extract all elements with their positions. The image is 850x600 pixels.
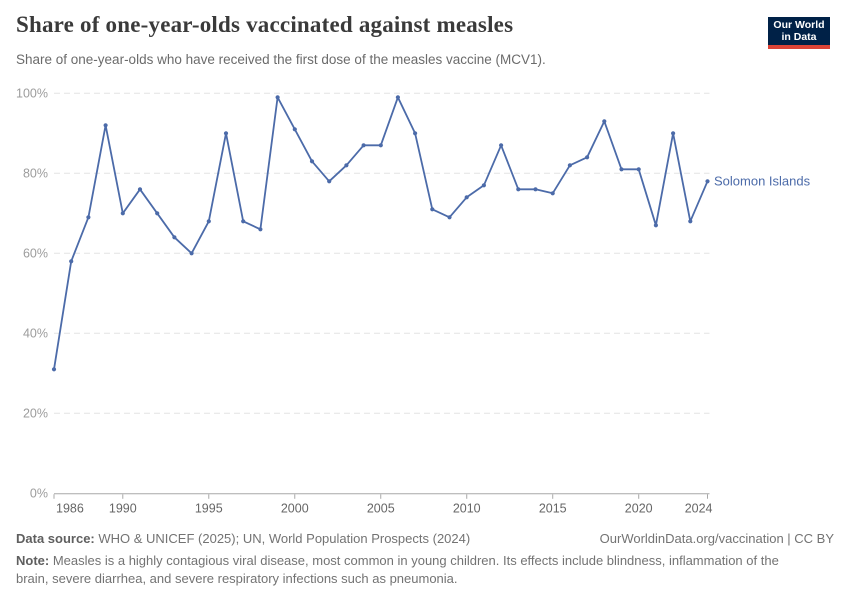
x-axis-label: 1990 (109, 501, 137, 515)
data-point[interactable] (137, 187, 143, 192)
owid-logo-line1: Our World (773, 19, 825, 31)
data-point[interactable] (413, 131, 418, 136)
y-axis-label: 80% (23, 167, 48, 181)
chart-footer: Data source: WHO & UNICEF (2025); UN, Wo… (16, 531, 834, 589)
x-axis-label: 1986 (56, 501, 84, 515)
y-axis-label: 100% (16, 87, 48, 101)
data-point[interactable] (395, 95, 400, 100)
x-axis-label: 2000 (281, 501, 309, 515)
data-point[interactable] (464, 195, 469, 200)
data-point[interactable] (653, 223, 659, 228)
data-point[interactable] (499, 143, 504, 148)
footer-note: Note: Measles is a highly contagious vir… (16, 552, 806, 589)
data-point[interactable] (636, 167, 641, 172)
y-axis-label: 60% (23, 247, 48, 261)
data-point[interactable] (430, 207, 435, 212)
data-point[interactable] (258, 227, 263, 232)
data-point[interactable] (567, 163, 573, 168)
y-axis-label: 0% (30, 487, 48, 501)
data-point[interactable] (69, 259, 74, 264)
page-subtitle: Share of one-year-olds who have received… (16, 52, 546, 67)
rights-link[interactable]: OurWorldinData.org/vaccination | CC BY (599, 531, 834, 546)
data-point[interactable] (550, 191, 555, 196)
data-point[interactable] (292, 127, 297, 132)
data-point[interactable] (585, 155, 590, 160)
data-point[interactable] (103, 123, 108, 128)
owid-logo-line2: in Data (781, 31, 817, 43)
data-point[interactable] (275, 95, 280, 100)
data-point[interactable] (447, 215, 452, 220)
data-point[interactable] (51, 367, 57, 372)
data-source-label: Data source: (16, 531, 95, 546)
data-point[interactable] (516, 187, 521, 192)
data-point[interactable] (671, 131, 676, 136)
x-axis-label: 2010 (453, 501, 481, 515)
page-title: Share of one-year-olds vaccinated agains… (16, 12, 514, 37)
data-point[interactable] (120, 211, 125, 216)
note-label: Note: (16, 553, 50, 568)
data-point[interactable] (361, 143, 366, 148)
data-point[interactable] (619, 167, 624, 172)
x-axis-label: 2024 (685, 501, 713, 515)
data-point[interactable] (327, 179, 332, 184)
x-axis-label: 2005 (367, 501, 395, 515)
chart-canvas[interactable]: 0% 20% 40% 60% 80% 100% 1986 1990 1995 2000 2005 20… (0, 0, 850, 530)
data-point[interactable] (172, 235, 177, 240)
y-axis-label: 40% (23, 327, 48, 341)
x-axis-label: 2020 (625, 501, 653, 515)
data-point[interactable] (86, 215, 91, 220)
data-point[interactable] (705, 179, 710, 184)
data-point[interactable] (378, 143, 383, 148)
data-point[interactable] (189, 251, 194, 256)
data-point[interactable] (309, 159, 315, 164)
data-point[interactable] (533, 187, 538, 192)
data-point[interactable] (481, 183, 486, 188)
y-axis-label: 20% (23, 407, 48, 421)
data-point[interactable] (223, 131, 229, 136)
data-series-line[interactable] (53, 96, 709, 371)
data-point[interactable] (344, 163, 349, 168)
note-text: Measles is a highly contagious viral dis… (16, 553, 779, 587)
x-axis-label: 1995 (195, 501, 223, 515)
owid-logo[interactable]: Our World in Data (768, 17, 830, 49)
line-chart[interactable]: 0% 20% 40% 60% 80% 100% 1986 1990 1995 2000 2005 20… (0, 0, 850, 530)
data-point[interactable] (155, 211, 160, 216)
data-source-text: WHO & UNICEF (2025); UN, World Populatio… (94, 531, 471, 546)
entity-label[interactable]: Solomon Islands (714, 173, 811, 188)
data-point[interactable] (688, 219, 693, 224)
x-axis-label: 2015 (539, 501, 567, 515)
footer-source-row: Data source: WHO & UNICEF (2025); UN, Wo… (16, 531, 834, 546)
data-point[interactable] (241, 219, 246, 224)
data-source-line: Data source: WHO & UNICEF (2025); UN, Wo… (16, 531, 470, 546)
data-point[interactable] (206, 219, 211, 224)
data-point[interactable] (602, 119, 607, 124)
